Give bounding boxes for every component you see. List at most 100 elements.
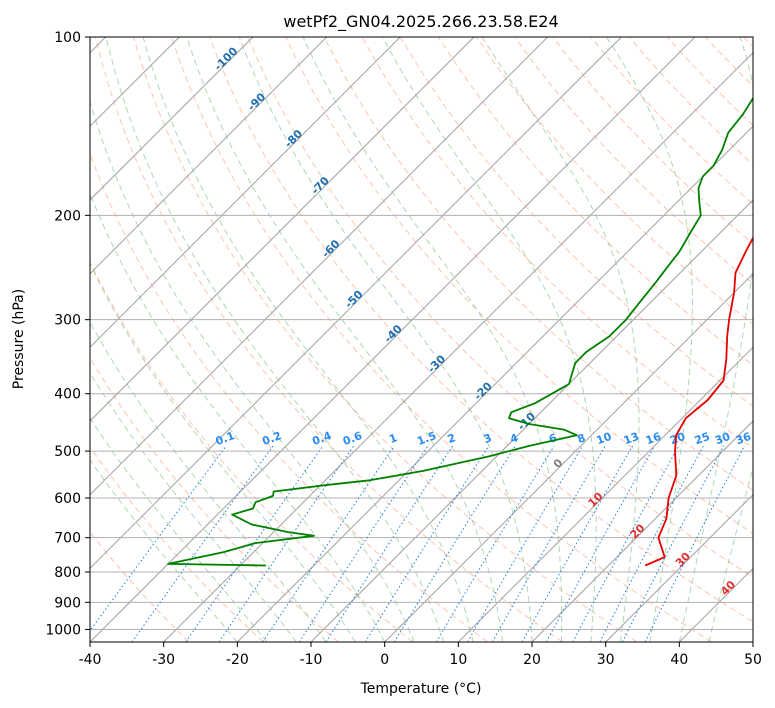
y-axis: 100 200 300 400 500 600 700 800 900 1000 xyxy=(45,30,90,638)
isotherm-label: -20 xyxy=(472,379,495,402)
dry-adiabat xyxy=(743,37,753,48)
x-tick-label: -40 xyxy=(79,652,102,668)
isotherm xyxy=(310,199,753,642)
mixing-ratio-label: 0.6 xyxy=(341,429,364,448)
isotherm-label: 20 xyxy=(628,521,648,541)
moist-adiabat xyxy=(238,37,533,642)
moist-adiabat xyxy=(481,37,640,642)
isotherm-label: 40 xyxy=(718,578,738,598)
dewpoint-profile-line xyxy=(167,96,753,567)
x-tick-label: 20 xyxy=(523,652,541,668)
isotherm xyxy=(531,420,753,642)
mixing-ratio-line xyxy=(435,445,555,642)
mixing-ratio-label: 3 xyxy=(482,431,494,446)
dry-adiabat xyxy=(132,37,638,642)
moist-adiabat xyxy=(90,417,268,642)
mixing-ratio-line xyxy=(393,445,516,642)
isotherm-label: -70 xyxy=(309,174,332,197)
dry-adiabat xyxy=(552,37,753,245)
moist-adiabat xyxy=(302,37,563,642)
isotherm-label: -50 xyxy=(342,288,365,311)
isotherm xyxy=(90,37,401,349)
mixing-ratio-label: 25 xyxy=(693,430,712,447)
mixing-ratio-label: 0.4 xyxy=(310,429,333,448)
dry-adiabat xyxy=(90,152,488,642)
isotherm xyxy=(90,37,328,275)
mixing-ratio-label: 20 xyxy=(668,430,687,448)
dry-adiabat xyxy=(437,37,753,366)
dry-adiabat xyxy=(94,37,563,642)
dry-adiabat xyxy=(323,37,753,491)
y-tick-label: 500 xyxy=(54,444,81,460)
isotherm-label: -60 xyxy=(319,237,342,260)
mixing-ratio-line xyxy=(599,445,704,642)
isotherm xyxy=(90,37,254,201)
mixing-ratio-line xyxy=(521,445,633,642)
mixing-ratio-label: 8 xyxy=(576,431,588,446)
isotherm xyxy=(90,37,622,570)
x-tick-label: -20 xyxy=(226,652,249,668)
isotherm-label: -100 xyxy=(212,44,241,73)
dry-adiabat xyxy=(247,37,753,578)
y-tick-label: 100 xyxy=(54,30,81,46)
mixing-ratio-label: 13 xyxy=(622,430,641,447)
y-tick-label: 200 xyxy=(54,208,81,224)
moist-adiabat xyxy=(90,192,386,642)
isotherm xyxy=(236,125,753,642)
mixing-ratio-line xyxy=(131,445,274,642)
x-tick-label: -30 xyxy=(152,652,175,668)
isotherm-label: 30 xyxy=(673,549,693,569)
isotherm xyxy=(605,493,753,642)
dry-adiabat xyxy=(90,356,339,642)
mixing-ratio-label: 0.2 xyxy=(261,429,284,448)
background-lines xyxy=(90,37,753,642)
mixing-ratio-line xyxy=(364,445,490,642)
chart-title: wetPf2_GN04.2025.266.23.58.E24 xyxy=(283,12,558,32)
y-tick-label: 700 xyxy=(54,531,81,547)
y-tick-label: 800 xyxy=(54,565,81,581)
temperature-profile-line xyxy=(644,235,753,567)
mixing-ratio-label: 2 xyxy=(446,431,458,446)
isotherm-label: -30 xyxy=(425,352,448,375)
moist-adiabat xyxy=(142,37,474,642)
moist-adiabat xyxy=(90,321,327,642)
mixing-ratio-line xyxy=(90,445,227,632)
mixing-ratio-line xyxy=(572,445,680,642)
moist-adiabat xyxy=(381,37,597,642)
moist-adiabat xyxy=(90,459,238,642)
mixing-ratio-line xyxy=(545,445,656,642)
x-tick-label: 0 xyxy=(380,652,389,668)
mixing-ratio-label: 1 xyxy=(387,431,399,446)
dry-adiabat xyxy=(90,531,190,642)
mixing-ratio-label: 0.1 xyxy=(214,429,237,448)
mixing-ratio-line xyxy=(621,445,725,642)
isotherm xyxy=(752,641,753,642)
plot-frame xyxy=(89,36,754,643)
x-tick-label: 30 xyxy=(597,652,615,668)
moist-adiabat xyxy=(678,37,753,642)
dry-adiabat xyxy=(476,37,753,325)
isotherm xyxy=(90,37,475,422)
y-tick-label: 900 xyxy=(54,595,81,611)
mixing-ratio-label: 36 xyxy=(734,430,753,448)
moist-adiabat xyxy=(105,37,445,642)
isotherm xyxy=(90,37,696,642)
y-tick-label: 1000 xyxy=(45,622,81,638)
isotherm-label: -40 xyxy=(382,322,405,345)
moist-adiabat xyxy=(90,371,297,642)
moist-adiabat xyxy=(90,99,415,642)
mixing-ratio-line xyxy=(262,445,395,642)
mixing-ratio-line xyxy=(467,445,584,642)
dry-adiabat xyxy=(209,37,753,623)
series-layer xyxy=(167,96,753,567)
moist-adiabat xyxy=(90,262,356,642)
dry-adiabat xyxy=(704,37,753,87)
mixing-ratio-label: 6 xyxy=(547,431,559,446)
mixing-ratio-line xyxy=(218,445,355,642)
isotherm xyxy=(163,51,753,642)
moist-adiabat xyxy=(606,37,693,642)
y-axis-label: Pressure (hPa) xyxy=(11,289,27,389)
mixing-ratio-line xyxy=(298,445,429,642)
isotherm xyxy=(90,37,549,496)
x-axis: -40 -30 -20 -10 0 10 20 30 40 50 xyxy=(79,642,762,668)
